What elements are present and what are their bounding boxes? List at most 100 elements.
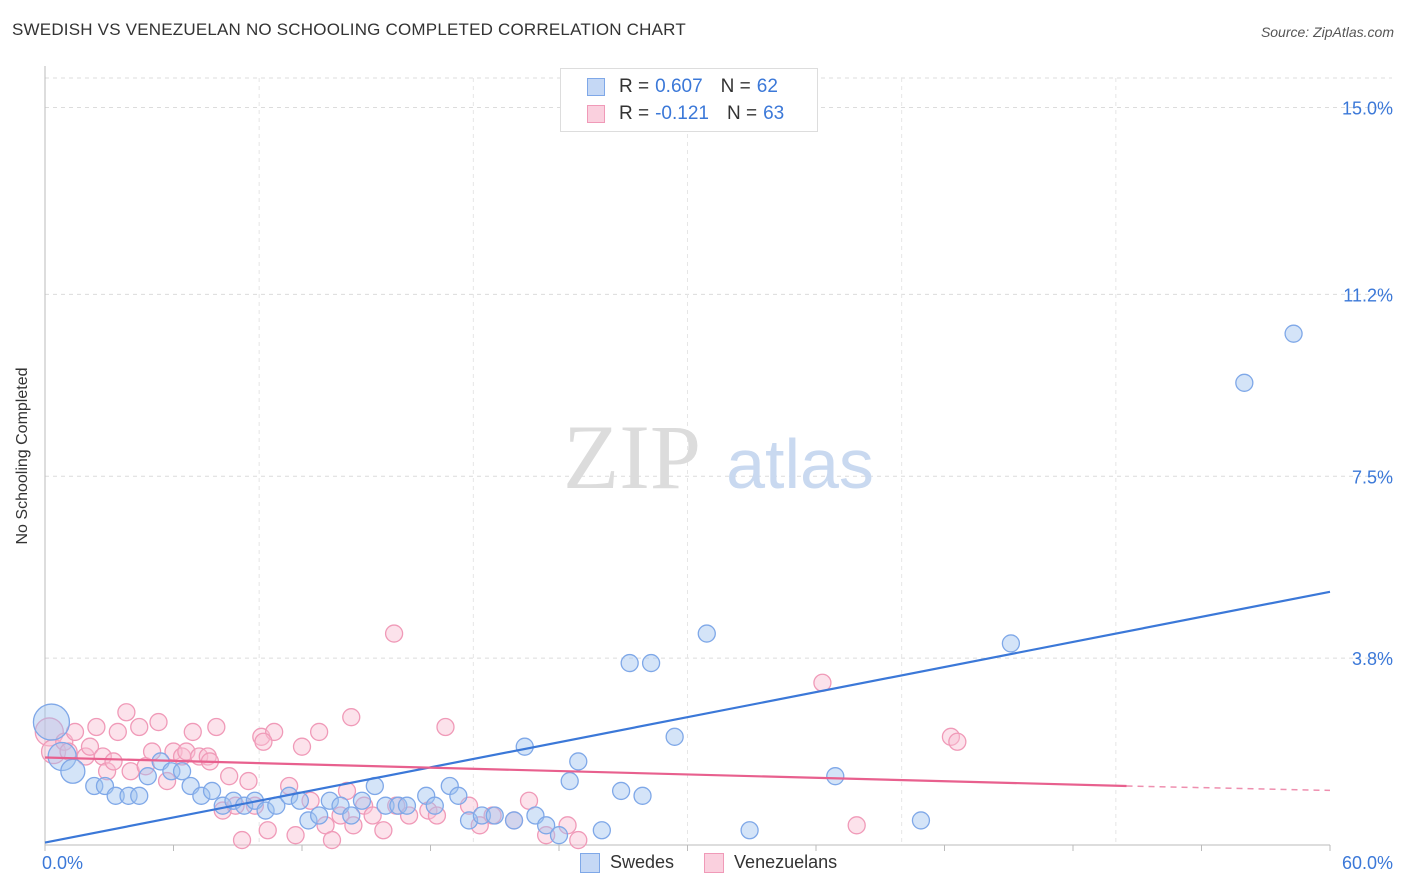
swedes-point xyxy=(911,811,931,830)
grid-lines xyxy=(45,77,1392,845)
legend-r-value: -0.121 xyxy=(655,103,709,124)
venezuelans-point xyxy=(104,752,123,771)
series-label-swedes: Swedes xyxy=(610,852,675,872)
swedes-point xyxy=(202,781,222,801)
legend-swatch-swedes xyxy=(587,78,605,96)
swedes-point xyxy=(641,653,661,673)
swedes-point xyxy=(192,786,211,805)
swedes-point xyxy=(320,791,339,810)
venezuelans-point xyxy=(239,771,258,791)
series-label-venezuelans: Venezuelans xyxy=(734,852,838,872)
venezuelans-point xyxy=(93,747,112,766)
swedes-point xyxy=(620,653,639,673)
watermark-atlas: atlas xyxy=(726,425,874,503)
venezuelans-point xyxy=(331,806,350,825)
chart-title: SWEDISH VS VENEZUELAN NO SCHOOLING COMPL… xyxy=(12,20,686,39)
swedes-point xyxy=(826,767,845,786)
venezuelans-point xyxy=(948,732,967,751)
x-tick-label-max: 60.0% xyxy=(1342,853,1393,873)
swedes-points xyxy=(32,324,1303,845)
series-legend-swedes[interactable]: Swedes xyxy=(580,852,674,873)
venezuelans-point xyxy=(87,717,106,737)
legend-row-swedes: R = 0.607 N = 62 xyxy=(587,75,778,99)
venezuelans-point xyxy=(537,826,556,845)
venezuelans-point xyxy=(254,732,273,751)
legend-swatch-venezuelans xyxy=(587,105,605,123)
swedes-point xyxy=(611,781,631,801)
swedes-point xyxy=(397,796,417,815)
venezuelans-point xyxy=(436,717,455,737)
series-swatch-swedes xyxy=(580,852,600,873)
swedes-point xyxy=(352,791,372,810)
source-credit: Source: ZipAtlas.com xyxy=(1260,24,1394,40)
y-tick-label: 3.8% xyxy=(1352,649,1393,669)
swedes-trend-line xyxy=(44,590,1331,844)
legend-n-value: 63 xyxy=(763,103,785,124)
swedes-point xyxy=(1001,634,1021,653)
swedes-point xyxy=(560,771,579,791)
series-legend-venezuelans[interactable]: Venezuelans xyxy=(704,852,837,873)
watermark-zip: ZIP xyxy=(563,406,701,508)
venezuelans-point xyxy=(183,722,202,742)
swedes-point xyxy=(172,762,192,781)
swedes-point xyxy=(449,786,468,805)
venezuelans-point xyxy=(292,737,312,756)
x-tick-label-min: 0.0% xyxy=(42,853,83,873)
swedes-point xyxy=(342,806,361,825)
venezuelans-trend-extension xyxy=(1126,785,1331,792)
swedes-point xyxy=(592,821,611,840)
venezuelans-point xyxy=(108,722,127,742)
legend-n-label: N = xyxy=(720,76,751,97)
legend-row-venezuelans: R = -0.121 N = 63 xyxy=(587,102,784,126)
series-swatch-venezuelans xyxy=(704,852,725,873)
swedes-point xyxy=(60,758,86,784)
venezuelans-point xyxy=(301,791,320,810)
y-tick-label: 15.0% xyxy=(1342,99,1393,119)
venezuelans-point xyxy=(286,826,305,845)
swedes-point xyxy=(162,762,181,781)
venezuelans-point xyxy=(363,806,382,825)
swedes-point xyxy=(633,786,652,805)
swedes-point xyxy=(130,786,149,805)
legend-n-label: N = xyxy=(726,103,758,124)
venezuelans-point xyxy=(130,717,149,737)
venezuelans-point xyxy=(258,821,277,840)
swedes-point xyxy=(119,786,138,805)
trend-lines xyxy=(44,590,1331,844)
legend-r-label: R = xyxy=(619,76,650,97)
swedes-point xyxy=(106,786,125,805)
swedes-point xyxy=(485,806,504,825)
y-tick-label: 7.5% xyxy=(1352,467,1393,487)
swedes-point xyxy=(537,816,556,835)
venezuelans-point xyxy=(322,830,342,850)
swedes-point xyxy=(472,806,492,825)
swedes-point xyxy=(549,826,569,845)
swedes-point xyxy=(740,821,759,840)
swedes-point xyxy=(504,811,524,830)
tick-labels: 3.8% 7.5% 11.2% 15.0% 0.0% 60.0% xyxy=(42,99,1393,874)
venezuelans-point xyxy=(97,762,117,781)
swedes-point xyxy=(138,767,157,786)
venezuelans-point xyxy=(80,737,100,756)
swedes-point xyxy=(697,624,716,643)
legend-n-value: 62 xyxy=(756,76,778,97)
swedes-point xyxy=(569,752,588,771)
correlation-legend: R = 0.607 N = 62 R = -0.121 N = 63 xyxy=(560,68,818,132)
venezuelans-point xyxy=(384,624,404,643)
swedes-point xyxy=(665,727,684,746)
swedes-point xyxy=(299,811,318,830)
legend-r-value: 0.607 xyxy=(655,76,703,97)
swedes-point xyxy=(425,796,444,815)
axes xyxy=(44,66,1331,851)
venezuelans-point xyxy=(207,717,226,737)
venezuelans-point xyxy=(117,703,136,722)
legend-r-label: R = xyxy=(619,103,650,124)
venezuelans-trend-line xyxy=(44,756,1127,788)
venezuelans-point xyxy=(374,821,393,840)
y-tick-label: 11.2% xyxy=(1343,285,1393,305)
series-legend: Swedes Venezuelans xyxy=(580,852,867,873)
venezuelans-point xyxy=(847,816,866,835)
venezuelans-point xyxy=(309,722,329,742)
venezuelans-point xyxy=(149,712,168,732)
